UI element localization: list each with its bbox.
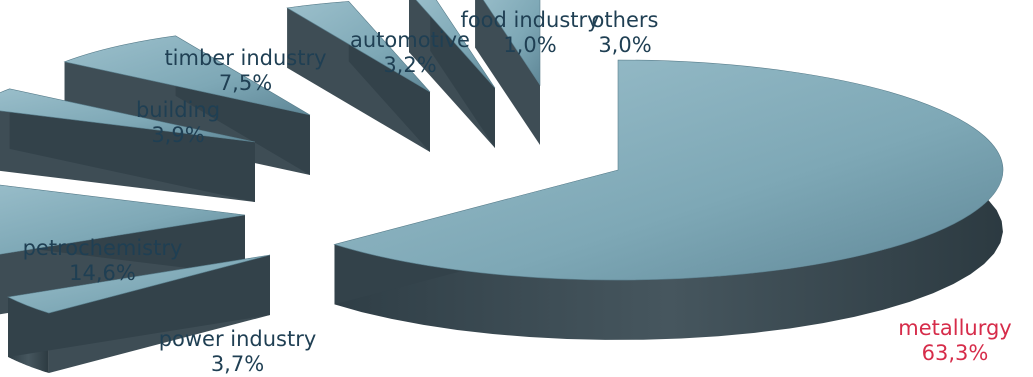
slice-wall-power-industry [8, 255, 270, 357]
slice-label-metallurgy: metallurgy 63,3% [880, 316, 1030, 366]
slice-top-metallurgy [333, 59, 1004, 281]
slice-top-power-industry [7, 254, 271, 314]
slice-name-timber-industry: timber industry [164, 46, 327, 70]
slice-label-building: building 3,9% [128, 98, 228, 148]
slice-automotive [286, 1, 431, 152]
slice-value-automotive: 3,2% [383, 53, 437, 77]
slice-name-food-industry: food industry [460, 8, 600, 32]
slice-value-timber-industry: 7,5% [218, 71, 273, 95]
slice-top-timber-industry [63, 35, 311, 116]
slice-label-others: others 3,0% [570, 8, 680, 58]
slice-value-others: 3,0% [598, 33, 652, 57]
slice-value-metallurgy: 63,3% [921, 341, 989, 365]
slice-name-petrochemistry: petrochemistry [22, 236, 183, 260]
slice-building [0, 88, 256, 202]
slice-power-industry [7, 254, 271, 374]
slice-value-food-industry: 1,0% [503, 33, 557, 57]
slice-top-others [483, 0, 541, 86]
slice-value-building: 3,9% [151, 123, 205, 147]
slice-name-automotive: automotive [350, 28, 470, 52]
slice-metallurgy [333, 59, 1004, 340]
slice-name-power-industry: power industry [158, 327, 317, 351]
slice-wall-food-industry [430, 0, 495, 148]
slice-value-power-industry: 3,7% [210, 352, 265, 376]
slice-wall-automotive [287, 7, 430, 152]
slice-label-food-industry: food industry 1,0% [450, 8, 610, 58]
slice-top-building [0, 88, 256, 143]
slice-others [475, 0, 541, 145]
slice-wall-others [475, 0, 540, 145]
slice-label-timber-industry: timber industry 7,5% [158, 46, 333, 96]
slice-name-building: building [135, 98, 221, 122]
slice-top-automotive [286, 1, 431, 93]
slice-food-industry [408, 0, 496, 148]
slice-label-petrochemistry: petrochemistry 14,6% [5, 236, 200, 286]
slice-name-others: others [591, 8, 659, 32]
slice-top-petrochemistry [0, 184, 246, 255]
slice-label-power-industry: power industry 3,7% [145, 327, 330, 377]
slice-name-metallurgy: metallurgy [898, 316, 1012, 340]
slice-value-petrochemistry: 14,6% [69, 261, 136, 285]
slice-label-automotive: automotive 3,2% [340, 28, 480, 78]
